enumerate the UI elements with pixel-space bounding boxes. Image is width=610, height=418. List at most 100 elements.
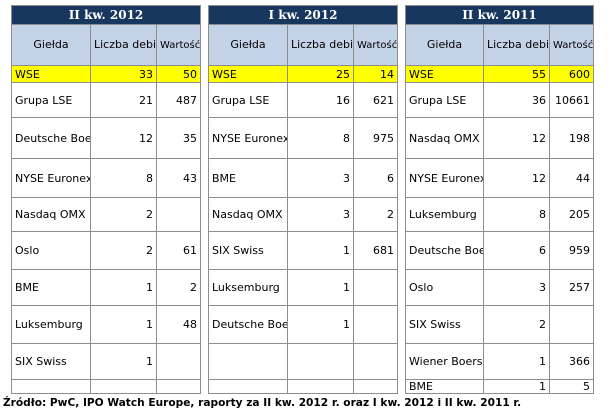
cell-exchange: Deutsche Boerse bbox=[405, 231, 484, 270]
cell-debuts bbox=[287, 379, 354, 394]
header-exchange: Giełda bbox=[11, 24, 91, 66]
source-note: Źródło: PwC, IPO Watch Europe, raporty z… bbox=[3, 397, 522, 409]
cell-value bbox=[353, 379, 398, 394]
cell-exchange: Grupa LSE bbox=[11, 82, 91, 118]
cell-exchange: Wiener Boerse bbox=[405, 343, 484, 380]
cell-exchange: Nasdaq OMX bbox=[405, 117, 484, 159]
table-row bbox=[208, 343, 398, 380]
cell-debuts: 2 bbox=[90, 231, 157, 270]
cell-debuts: 3 bbox=[287, 197, 354, 232]
table-row: Oslo 2 61 bbox=[11, 231, 201, 270]
table-row: Nasdaq OMX 12 198 bbox=[405, 117, 594, 159]
cell-value: 35 bbox=[156, 117, 201, 159]
cell-debuts: 8 bbox=[287, 117, 354, 159]
table-row: BME 3 6 bbox=[208, 158, 398, 198]
cell-value: 14 bbox=[353, 65, 398, 83]
header-value: Wartość (mln EUR) bbox=[549, 24, 594, 66]
cell-exchange: Luksemburg bbox=[208, 269, 288, 306]
table-row: Grupa LSE 36 10661 bbox=[405, 82, 594, 118]
cell-debuts: 55 bbox=[483, 65, 550, 83]
cell-value: 959 bbox=[549, 231, 594, 270]
header-exchange: Giełda bbox=[405, 24, 484, 66]
header-debuts: Liczba debiutów bbox=[90, 24, 157, 66]
cell-debuts: 6 bbox=[483, 231, 550, 270]
cell-value bbox=[156, 343, 201, 380]
cell-debuts: 2 bbox=[90, 197, 157, 232]
cell-exchange: NYSE Euronext bbox=[405, 158, 484, 198]
cell-debuts: 1 bbox=[90, 305, 157, 344]
cell-debuts: 12 bbox=[90, 117, 157, 159]
cell-debuts: 1 bbox=[287, 269, 354, 306]
cell-exchange: Deutsche Boerse bbox=[208, 305, 288, 344]
cell-value bbox=[353, 343, 398, 380]
table-q2-2012: II kw. 2012 Giełda Liczba debiutów Warto… bbox=[11, 5, 201, 394]
table-row: Grupa LSE 16 621 bbox=[208, 82, 398, 118]
table-q2-2011: II kw. 2011 Giełda Liczba debiutów Warto… bbox=[405, 5, 594, 394]
cell-value: 44 bbox=[549, 158, 594, 198]
cell-exchange: WSE bbox=[405, 65, 484, 83]
table-q1-2012: I kw. 2012 Giełda Liczba debiutów Wartoś… bbox=[208, 5, 398, 394]
table-row: SIX Swiss 2 bbox=[405, 305, 594, 344]
cell-value bbox=[156, 197, 201, 232]
table-row: Wiener Boerse 1 366 bbox=[405, 343, 594, 380]
header-debuts: Liczba debiutów bbox=[287, 24, 354, 66]
cell-exchange bbox=[208, 343, 288, 380]
table-row: Grupa LSE 21 487 bbox=[11, 82, 201, 118]
cell-debuts bbox=[287, 343, 354, 380]
table-row: BME 1 5 bbox=[405, 379, 594, 394]
cell-value: 5 bbox=[549, 379, 594, 394]
cell-debuts bbox=[90, 379, 157, 394]
table-row: NYSE Euronext 8 975 bbox=[208, 117, 398, 159]
cell-exchange: NYSE Euronext bbox=[208, 117, 288, 159]
table-row-highlight: WSE 55 600 bbox=[405, 65, 594, 83]
cell-value: 621 bbox=[353, 82, 398, 118]
table-row: Deutsche Boerse1235 bbox=[11, 117, 201, 159]
cell-debuts: 12 bbox=[483, 158, 550, 198]
cell-value: 600 bbox=[549, 65, 594, 83]
table-title: II kw. 2011 bbox=[405, 5, 594, 25]
cell-exchange: BME bbox=[11, 269, 91, 306]
table-row: Nasdaq OMX 2 bbox=[11, 197, 201, 232]
cell-debuts: 1 bbox=[483, 343, 550, 380]
cell-exchange: SIX Swiss bbox=[405, 305, 484, 344]
cell-value: 10661 bbox=[549, 82, 594, 118]
cell-value: 975 bbox=[353, 117, 398, 159]
cell-exchange: Oslo bbox=[11, 231, 91, 270]
cell-debuts: 1 bbox=[287, 231, 354, 270]
cell-debuts: 21 bbox=[90, 82, 157, 118]
cell-exchange: WSE bbox=[208, 65, 288, 83]
table-title: I kw. 2012 bbox=[208, 5, 398, 25]
table-row: Deutsche Boerse6959 bbox=[405, 231, 594, 270]
cell-value: 43 bbox=[156, 158, 201, 198]
cell-debuts: 36 bbox=[483, 82, 550, 118]
cell-value bbox=[353, 269, 398, 306]
header-value: Wartość (mln EUR) bbox=[353, 24, 398, 66]
cell-exchange: Nasdaq OMX bbox=[208, 197, 288, 232]
cell-value: 681 bbox=[353, 231, 398, 270]
cell-debuts: 1 bbox=[483, 379, 550, 394]
cell-exchange bbox=[208, 379, 288, 394]
cell-value: 50 bbox=[156, 65, 201, 83]
table-row bbox=[11, 379, 201, 394]
cell-exchange: BME bbox=[208, 158, 288, 198]
table-row-highlight: WSE 25 14 bbox=[208, 65, 398, 83]
table-row: SIX Swiss 1 bbox=[11, 343, 201, 380]
header-debuts: Liczba debiutów bbox=[483, 24, 550, 66]
cell-value: 205 bbox=[549, 197, 594, 232]
table-row: Oslo 3 257 bbox=[405, 269, 594, 306]
cell-exchange: WSE bbox=[11, 65, 91, 83]
cell-exchange: Grupa LSE bbox=[405, 82, 484, 118]
cell-value: 257 bbox=[549, 269, 594, 306]
cell-exchange: NYSE Euronext bbox=[11, 158, 91, 198]
cell-debuts: 3 bbox=[287, 158, 354, 198]
cell-value: 2 bbox=[353, 197, 398, 232]
cell-debuts: 33 bbox=[90, 65, 157, 83]
table-row: BME 1 2 bbox=[11, 269, 201, 306]
cell-debuts: 1 bbox=[287, 305, 354, 344]
cell-exchange: Grupa LSE bbox=[208, 82, 288, 118]
table-row: NYSE Euronext 12 44 bbox=[405, 158, 594, 198]
cell-debuts: 2 bbox=[483, 305, 550, 344]
cell-exchange: Deutsche Boerse bbox=[11, 117, 91, 159]
cell-exchange: SIX Swiss bbox=[208, 231, 288, 270]
